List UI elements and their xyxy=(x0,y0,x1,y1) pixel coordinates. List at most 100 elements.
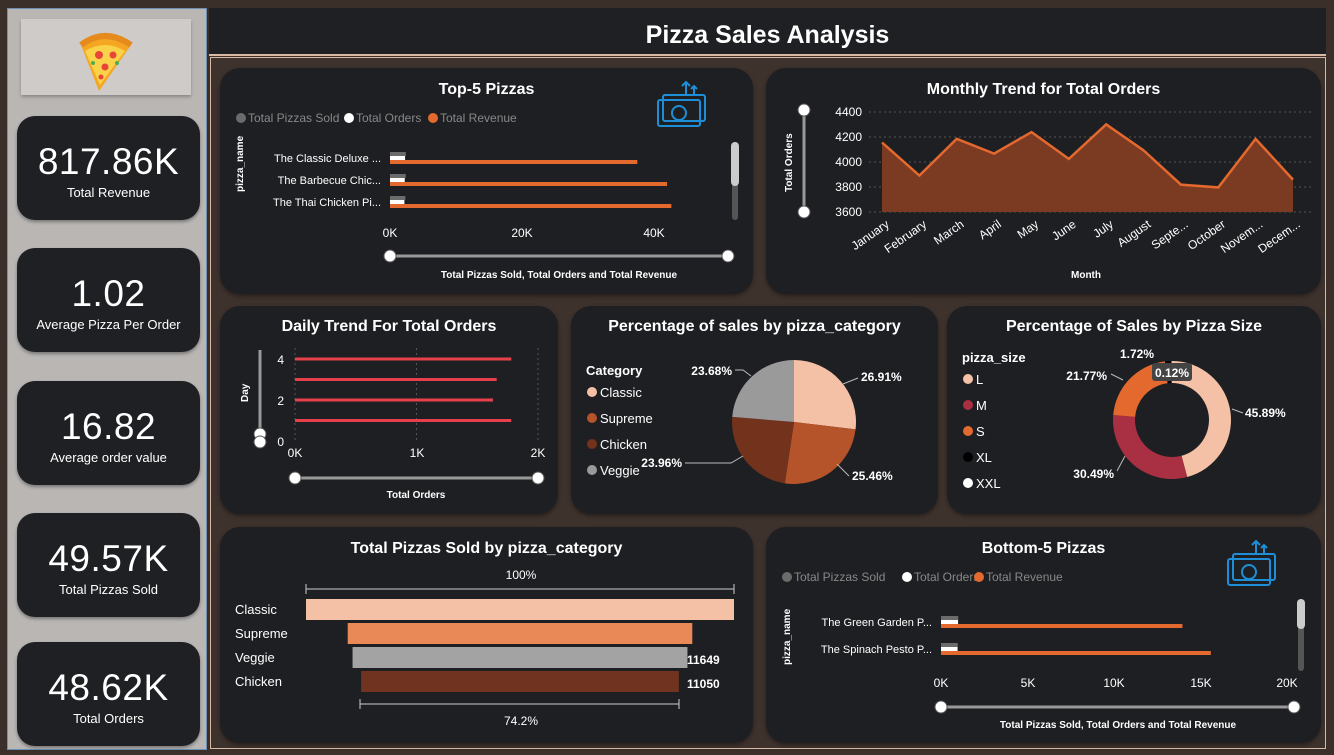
legend-label: Total Revenue xyxy=(986,570,1063,584)
category-label: The Classic Deluxe ... xyxy=(274,153,381,165)
category-label: Veggie xyxy=(235,650,275,665)
legend-marker xyxy=(587,413,597,423)
monthly-area xyxy=(882,124,1293,212)
kpi-card-average-pizza-per-order: 1.02 Average Pizza Per Order xyxy=(17,248,200,352)
slice-label: 1.72% xyxy=(1120,347,1154,361)
bar xyxy=(941,624,1183,628)
x-range-slider[interactable] xyxy=(288,471,545,485)
y-axis-title: Total Orders xyxy=(784,133,795,192)
x-tick-label: July xyxy=(1090,217,1116,241)
legend-marker xyxy=(587,387,597,397)
monthly-line xyxy=(881,122,1294,189)
x-range-slider[interactable] xyxy=(383,249,735,263)
legend-title: pizza_size xyxy=(962,350,1026,365)
card-title: Top-5 Pizzas xyxy=(438,81,535,98)
bar xyxy=(390,152,406,156)
x-tick-label: 2K xyxy=(531,446,546,460)
pie-slice xyxy=(732,360,794,422)
logo-panel xyxy=(21,19,191,95)
legend-label: Total Revenue xyxy=(440,111,517,125)
top5-pizzas-card: Top-5 Pizzas Total Pizzas Sold Total Ord… xyxy=(220,68,753,294)
card-title: Monthly Trend for Total Orders xyxy=(926,81,1161,98)
x-axis-title: Total Orders xyxy=(387,490,446,501)
bar xyxy=(390,160,638,164)
vertical-scrollbar[interactable] xyxy=(731,142,739,220)
bar xyxy=(295,419,512,422)
bar xyxy=(295,357,512,361)
x-tick-label: 20K xyxy=(511,226,532,240)
category-label: The Spinach Pesto P... xyxy=(821,644,932,656)
funnel-bar xyxy=(347,623,693,644)
bar xyxy=(390,182,668,186)
bar xyxy=(295,398,494,402)
category-label: Chicken xyxy=(235,674,282,689)
x-tick-label: 0K xyxy=(383,226,398,240)
legend-label: Total Pizzas Sold xyxy=(794,570,885,584)
category-label: The Barbecue Chic... xyxy=(278,175,381,187)
chart-legend: Total Pizzas Sold Total Orders Total Rev… xyxy=(236,111,517,125)
kpi-label: Total Pizzas Sold xyxy=(59,582,158,597)
bottom5-pizzas-card: Bottom-5 Pizzas Total Pizzas Sold Total … xyxy=(766,527,1321,743)
bar xyxy=(390,200,405,204)
page-title: Pizza Sales Analysis xyxy=(645,21,890,49)
legend-marker xyxy=(587,465,597,475)
money-icon xyxy=(657,80,706,127)
legend-label: XL xyxy=(976,450,992,465)
legend-label: Supreme xyxy=(600,411,653,426)
y-range-slider[interactable] xyxy=(797,103,811,219)
bar xyxy=(390,196,406,200)
legend-marker xyxy=(963,374,973,384)
x-tick-label: 5K xyxy=(1021,676,1036,690)
legend-marker xyxy=(963,478,973,488)
legend-label: Veggie xyxy=(600,463,640,478)
legend-marker xyxy=(587,439,597,449)
slice-label: 23.68% xyxy=(691,364,732,378)
x-tick-label: February xyxy=(882,217,929,256)
kpi-card-total-orders: 48.62K Total Orders xyxy=(17,642,200,746)
sold-by-category-card: Total Pizzas Sold by pizza_category 100%… xyxy=(220,527,753,743)
pie-slice xyxy=(784,422,856,484)
y-tick-label: 4400 xyxy=(835,105,862,119)
category-label: Supreme xyxy=(235,626,288,641)
x-tick-label: 10K xyxy=(1103,676,1124,690)
donut-slice xyxy=(1113,415,1188,479)
kpi-label: Average order value xyxy=(50,450,167,465)
legend-label: L xyxy=(976,372,983,387)
y-tick-label: 3600 xyxy=(835,205,862,219)
x-axis-title: Total Pizzas Sold, Total Orders and Tota… xyxy=(1000,720,1237,731)
y-tick-label: 4 xyxy=(277,353,284,367)
bar xyxy=(390,174,406,178)
daily-trend-card: Daily Trend For Total Orders 4 2 0 0K 1K… xyxy=(220,306,558,514)
x-axis-title: Month xyxy=(1071,270,1101,281)
kpi-card-total-revenue: 817.86K Total Revenue xyxy=(17,116,200,220)
x-tick-label: 0K xyxy=(288,446,303,460)
pizza-slice-icon xyxy=(79,33,133,91)
slice-label: 25.46% xyxy=(852,469,893,483)
vertical-scrollbar[interactable] xyxy=(1297,599,1305,671)
bar xyxy=(941,643,958,647)
dashboard-header: Pizza Sales Analysis xyxy=(209,8,1326,56)
slice-label: 26.91% xyxy=(861,370,902,384)
legend-label: Classic xyxy=(600,385,642,400)
x-tick-label: May xyxy=(1015,217,1042,241)
x-range-slider[interactable] xyxy=(934,700,1301,714)
funnel-bar xyxy=(306,599,734,620)
slice-label: 0.12% xyxy=(1155,366,1189,380)
bar xyxy=(390,156,406,160)
x-tick-label: 40K xyxy=(643,226,664,240)
x-tick-label: 0K xyxy=(934,676,949,690)
kpi-label: Total Orders xyxy=(73,711,144,726)
donut-slice xyxy=(1171,361,1231,478)
bar xyxy=(941,651,1211,655)
y-range-slider[interactable] xyxy=(253,350,267,449)
x-tick-label: Septe... xyxy=(1149,217,1191,252)
monthly-trend-card: Monthly Trend for Total Orders 4400 4200… xyxy=(766,68,1321,294)
y-axis-title: pizza_name xyxy=(782,608,793,665)
legend-label: Total Pizzas Sold xyxy=(248,111,339,125)
bracket-label: 100% xyxy=(506,568,537,582)
kpi-value: 1.02 xyxy=(71,273,146,314)
value-label: 11050 xyxy=(687,677,720,691)
kpi-value: 49.57K xyxy=(48,538,169,579)
x-tick-label: Decem... xyxy=(1255,217,1302,256)
funnel-bar xyxy=(361,671,679,692)
